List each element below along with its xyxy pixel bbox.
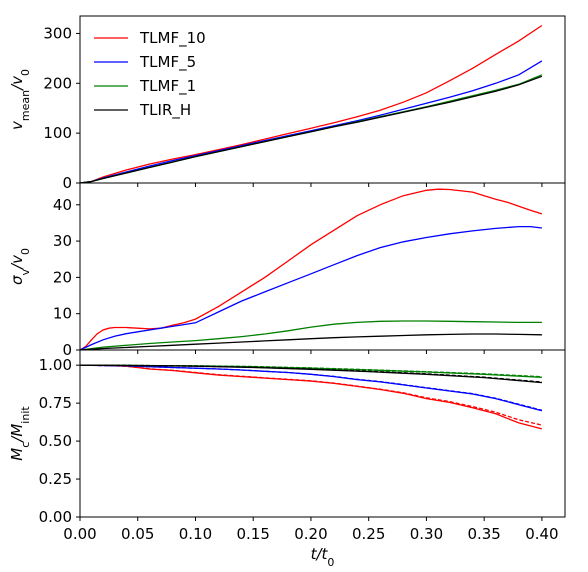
y-axis-label-part: 0: [19, 248, 32, 255]
series-line-tlmf-5: [80, 225, 542, 350]
y-axis-label-part: M: [8, 448, 26, 461]
x-axis-label-part: /t: [314, 545, 328, 563]
mass-panel: 0.00 0.25 0.50 0.75 1.00 0.00 0.05 0.10 0.15 0.20…: [8, 349, 566, 569]
series-line-tlmf-5-dashed: [80, 364, 543, 411]
y-axis-label-part: c: [19, 442, 32, 448]
series-line-tlmf-5: [80, 60, 543, 183]
series-line-tlmf-1: [80, 320, 542, 350]
y-axis-label-part: /M: [8, 424, 26, 444]
y-axis-label-part: v: [8, 120, 26, 130]
series-line-tlmf-10-dashed: [80, 364, 543, 426]
series-line-tlmf-10: [80, 188, 543, 350]
x-tick-label: 0.10: [179, 525, 212, 543]
y-axis-label: vmean/v0: [8, 69, 32, 130]
y-axis-label: Mc/Minit: [8, 406, 32, 461]
y-tick-label: 10: [53, 305, 72, 323]
series-line-tlmf-1-dashed: [80, 364, 542, 378]
y-tick-label: 30: [53, 232, 72, 250]
y-axis-label-part: 0: [19, 69, 32, 76]
y-tick-label: 20: [53, 268, 72, 286]
x-tick-label: 0.20: [294, 525, 327, 543]
x-axis-label: t/t0: [311, 545, 335, 569]
y-tick-label: 0.00: [39, 508, 72, 526]
x-tick-label: 0.00: [63, 525, 96, 543]
y-tick-label: 300: [43, 24, 72, 42]
y-axis-label-part: /v: [8, 75, 26, 92]
y-tick-label: 0: [62, 174, 72, 192]
y-axis-label-part: mean: [19, 90, 32, 121]
y-axis-label-part: init: [19, 406, 32, 424]
series-group: [80, 24, 543, 183]
x-tick-label: 0.40: [525, 525, 558, 543]
x-axis-label-part: t: [311, 545, 318, 563]
legend-label: TLIR_H: [139, 101, 191, 120]
legend-label: TLMF_10: [139, 29, 206, 48]
y-tick-label: 200: [43, 74, 72, 92]
y-tick-label: 0: [62, 341, 72, 359]
series-group: [80, 364, 543, 430]
series-line-tlir-h-dashed: [80, 364, 542, 383]
y-axis-label-part: v: [19, 268, 32, 275]
y-axis-label-part: /v: [8, 254, 26, 271]
series-group: [80, 188, 543, 350]
y-tick-label: 40: [53, 196, 72, 214]
series-line-tlmf-10: [80, 24, 543, 183]
y-axis-label: σv/v0: [8, 248, 32, 285]
y-axis-label-part: σ: [8, 275, 26, 285]
x-tick-label: 0.05: [121, 525, 154, 543]
legend-label: TLMF_1: [139, 77, 196, 96]
x-tick-label: 0.25: [352, 525, 385, 543]
y-tick-label: 0.25: [39, 470, 72, 488]
y-tick-label: 0.50: [39, 432, 72, 450]
x-axis-label-part: 0: [327, 556, 334, 569]
legend-label: TLMF_5: [139, 53, 196, 72]
series-line-tlir-h: [80, 75, 543, 183]
y-tick-label: 100: [43, 124, 72, 142]
y-tick-label: 0.75: [39, 394, 72, 412]
series-line-tlir-h: [80, 333, 542, 350]
x-tick-label: 0.15: [237, 525, 270, 543]
x-tick-label: 0.30: [410, 525, 443, 543]
legend: TLMF_10 TLMF_5 TLMF_1 TLIR_H: [94, 29, 206, 120]
x-tick-label: 0.35: [467, 525, 500, 543]
y-tick-label: 1.00: [39, 356, 72, 374]
plot-frame: [79, 349, 566, 518]
